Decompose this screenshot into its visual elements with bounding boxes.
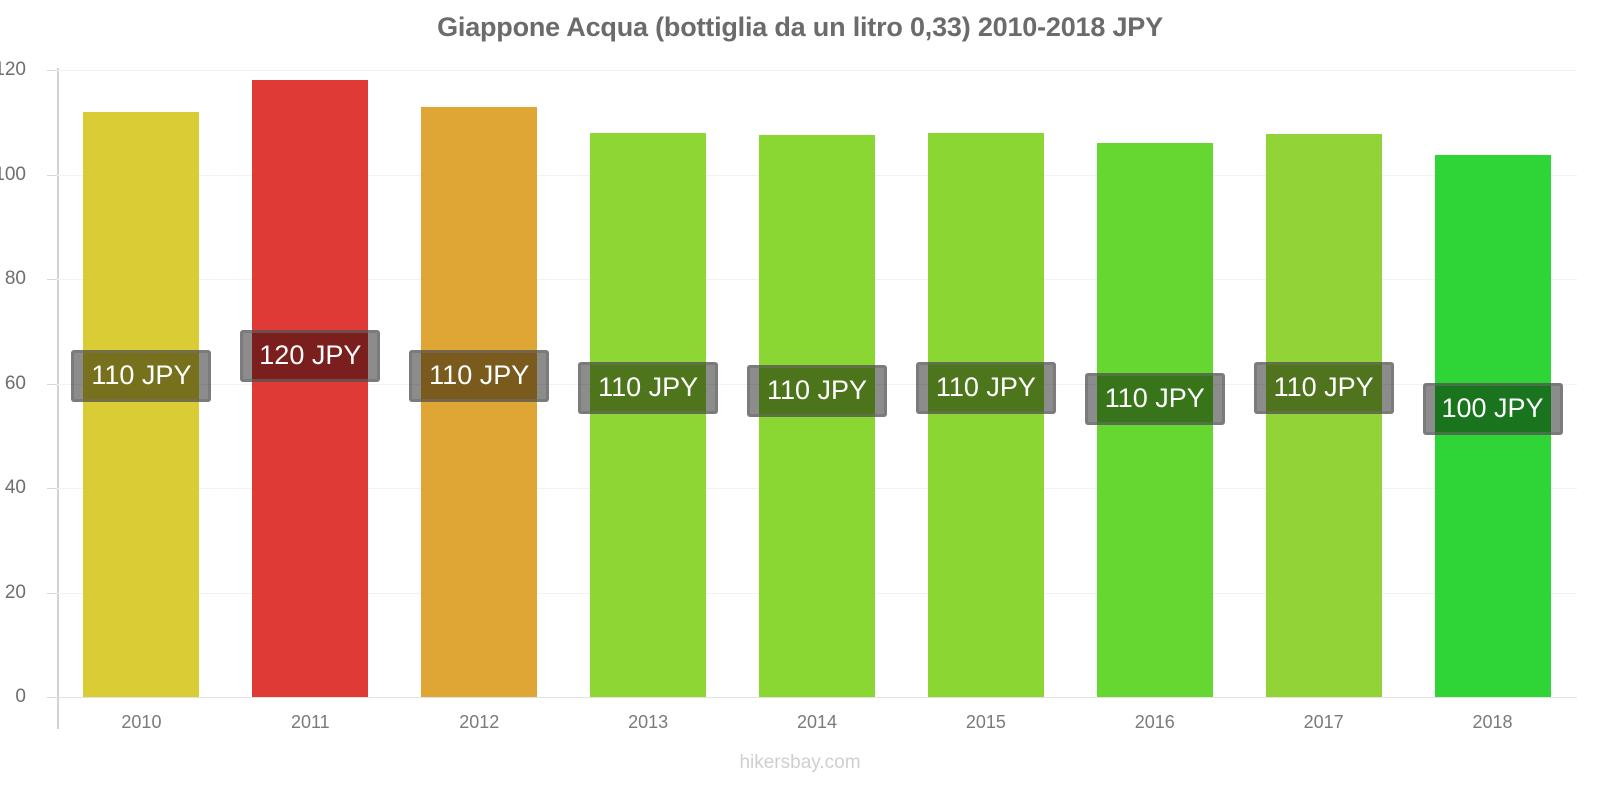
x-axis-tick-label: 2016 — [1134, 712, 1175, 732]
bar[interactable] — [1265, 134, 1382, 697]
y-axis-tick-mark — [47, 488, 57, 489]
bar-value-label: 110 JPY — [578, 362, 719, 414]
gridline — [57, 697, 1577, 698]
chart-title: Giappone Acqua (bottiglia da un litro 0,… — [437, 12, 1163, 42]
y-axis-tick-label: 100 — [0, 163, 26, 185]
y-axis-tick-mark — [47, 174, 57, 176]
x-axis-tick-label: 2018 — [1472, 712, 1513, 732]
y-axis-tick-label: 60 — [4, 372, 26, 394]
x-axis-tick-label: 2017 — [1303, 712, 1344, 732]
bar-value-label: 100 JPY — [1422, 383, 1563, 435]
x-axis-tick-label: 2014 — [796, 712, 838, 732]
y-axis-tick-mark — [47, 697, 57, 698]
y-axis-tick-label: 40 — [4, 477, 26, 498]
bar-value-label: 110 JPY — [915, 362, 1056, 414]
bar[interactable] — [1434, 155, 1551, 697]
y-axis-line — [57, 68, 59, 729]
y-axis-tick-mark — [47, 383, 57, 385]
bar-value-label: 110 JPY — [71, 350, 212, 402]
x-axis-tick-label: 2010 — [121, 712, 162, 732]
bar-value-label: 110 JPY — [747, 365, 887, 417]
y-axis-tick-mark — [47, 279, 57, 280]
bar[interactable] — [252, 80, 369, 697]
bar[interactable] — [927, 132, 1044, 697]
bar[interactable] — [590, 132, 707, 697]
y-axis-tick-mark — [47, 70, 57, 71]
bar-value-label: 110 JPY — [409, 350, 550, 402]
plot-area: 0 20 40 60 80 100 120 110 JPY 120 JPY 110 JPY 110… — [0, 59, 1577, 707]
y-axis-tick-label: 20 — [4, 581, 26, 603]
y-axis-tick-label: 0 — [15, 686, 26, 707]
bar[interactable] — [1096, 143, 1213, 697]
x-axis-tick-label: 2011 — [290, 712, 330, 732]
bar-value-label: 110 JPY — [1253, 362, 1394, 414]
bar-value-label: 120 JPY — [240, 330, 381, 382]
footer-source-label: hikersbay.com — [739, 752, 861, 773]
x-axis-tick-label: 2012 — [459, 712, 500, 732]
y-axis-tick-mark — [47, 592, 57, 594]
gridline — [57, 70, 1577, 71]
y-axis-tick-label: 120 — [0, 59, 26, 80]
bar[interactable] — [83, 111, 200, 697]
y-axis-tick-label: 80 — [4, 268, 26, 289]
bar-value-label: 110 JPY — [1084, 373, 1225, 425]
x-axis-tick-label: 2015 — [965, 712, 1006, 732]
x-axis-tick-label: 2013 — [628, 712, 669, 732]
